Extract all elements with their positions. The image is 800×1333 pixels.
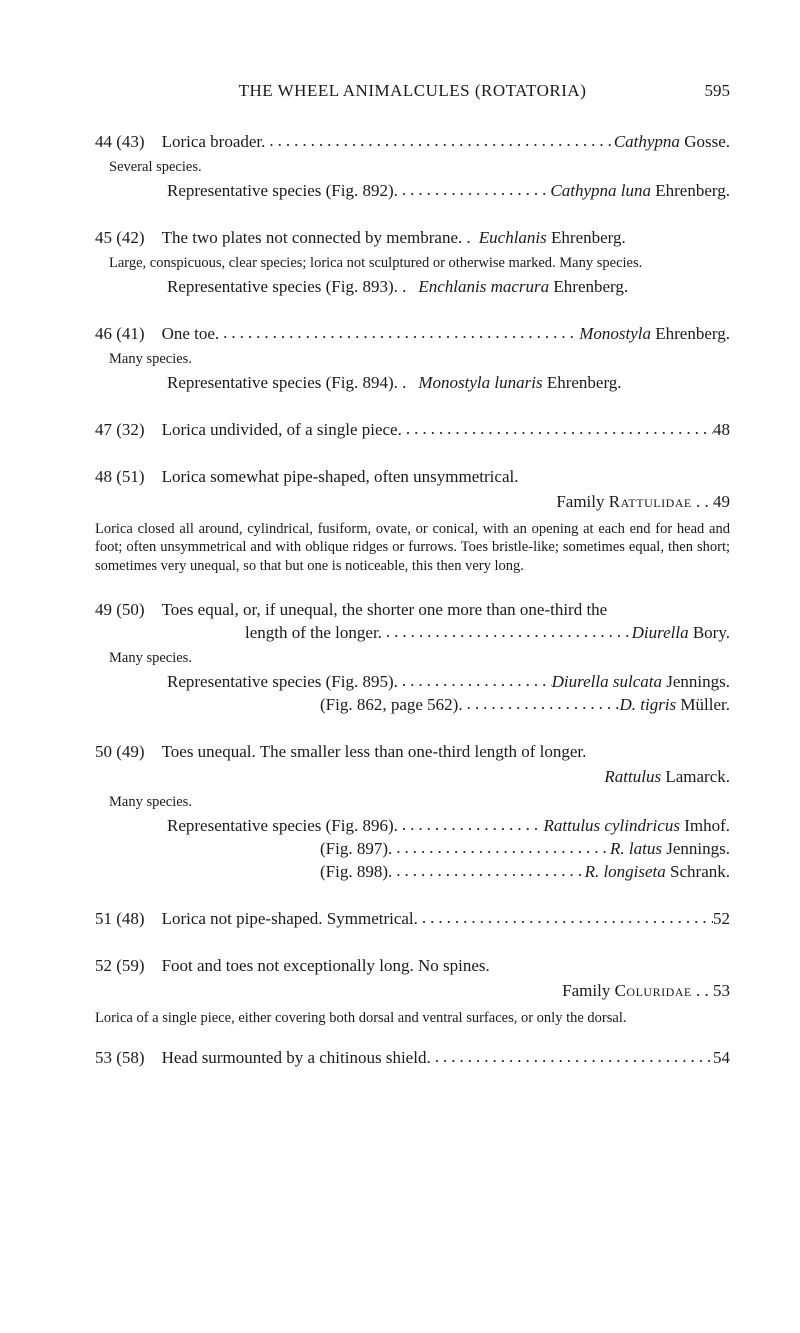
rep-lead: Representative species (Fig. 894). . (167, 372, 406, 395)
entry-44: 44 (43) Lorica broader. Cathypna Gosse. … (95, 131, 730, 203)
leader-dots (418, 907, 713, 930)
entry-lead: 47 (32) Lorica undivided, of a single pi… (95, 419, 402, 442)
leader-dots (398, 179, 551, 202)
leader-dots (265, 130, 613, 153)
entry-53: 53 (58) Head surmounted by a chitinous s… (95, 1047, 730, 1070)
entry-lead: 45 (42) The two plates not connected by … (95, 227, 471, 250)
leader-dots (398, 670, 552, 693)
leader-dots (382, 621, 632, 644)
entry-51: 51 (48) Lorica not pipe-shaped. Symmetri… (95, 908, 730, 931)
entry-lead: 53 (58) Head surmounted by a chitinous s… (95, 1047, 431, 1070)
entry-note: Many species. (109, 350, 730, 368)
leader-dots (392, 837, 610, 860)
entry-lead: 44 (43) Lorica broader. (95, 131, 265, 154)
entry-lead: 46 (41) One toe. (95, 323, 219, 346)
rep-tail: Monostyla lunaris Ehrenberg. (418, 372, 621, 395)
rep-lead: Representative species (Fig. 893). . (167, 276, 406, 299)
rep-lead: (Fig. 898). (320, 861, 392, 884)
leader-dots (463, 693, 620, 716)
entry-tail: 52 (713, 908, 730, 931)
entry-line1: 50 (49) Toes unequal. The smaller less t… (95, 741, 730, 764)
running-head: THE WHEEL ANIMALCULES (ROTATORIA) 595 (95, 80, 730, 103)
entry-tail: 48 (713, 419, 730, 442)
rep-tail: Diurella sulcata Jennings. (552, 671, 730, 694)
running-title: THE WHEEL ANIMALCULES (ROTATORIA) (145, 80, 680, 103)
entry-paragraph: Lorica closed all around, cylindrical, f… (95, 520, 730, 576)
entry-50: 50 (49) Toes unequal. The smaller less t… (95, 741, 730, 884)
entry-tail: Cathypna Gosse. (614, 131, 730, 154)
entry-line1: 52 (59) Foot and toes not exceptionally … (95, 955, 730, 978)
leader-dots (219, 322, 579, 345)
rep-tail: R. longiseta Schrank. (585, 861, 730, 884)
leader-dots (431, 1046, 713, 1069)
entry-note: Large, conspicuous, clear species; loric… (109, 254, 730, 272)
family-line: Family Rattulidae . . 49 (95, 491, 730, 514)
entry-right: Rattulus Lamarck. (95, 766, 730, 789)
entry-52: 52 (59) Foot and toes not exceptionally … (95, 955, 730, 1027)
rep-lead: (Fig. 862, page 562). (320, 694, 463, 717)
entry-tail: 54 (713, 1047, 730, 1070)
rep-lead: Representative species (Fig. 896). (167, 815, 398, 838)
leader-dots (392, 860, 584, 883)
rep-lead: Representative species (Fig. 895). (167, 671, 398, 694)
entry-lead: 48 (51) Lorica somewhat pipe-shaped, oft… (95, 466, 730, 489)
rep-tail: D. tigris Müller. (619, 694, 730, 717)
page: THE WHEEL ANIMALCULES (ROTATORIA) 595 44… (0, 0, 800, 1333)
entry-note: Many species. (109, 793, 730, 811)
entry-47: 47 (32) Lorica undivided, of a single pi… (95, 419, 730, 442)
entry-note: Many species. (109, 649, 730, 667)
entry-lead: 51 (48) Lorica not pipe-shaped. Symmetri… (95, 908, 418, 931)
rep-tail: Rattulus cylindricus Imhof. (543, 815, 730, 838)
rep-tail: R. latus Jennings. (610, 838, 730, 861)
entry-line2-tail: Diurella Bory. (632, 622, 730, 645)
leader-dots (402, 418, 713, 441)
rep-tail: Enchlanis macrura Ehrenberg. (418, 276, 628, 299)
page-number: 595 (680, 80, 730, 103)
rep-lead: (Fig. 897). (320, 838, 392, 861)
family-line: Family Coluridae . . 53 (95, 980, 730, 1003)
entry-49: 49 (50) Toes equal, or, if unequal, the … (95, 599, 730, 717)
rep-tail: Cathypna luna Ehrenberg. (550, 180, 730, 203)
entry-note: Several species. (109, 158, 730, 176)
entry-line1: 49 (50) Toes equal, or, if unequal, the … (95, 599, 730, 622)
entry-tail: Euchlanis Ehrenberg. (479, 227, 626, 250)
leader-dots (398, 814, 544, 837)
entry-tail: Monostyla Ehrenberg. (579, 323, 730, 346)
entry-48: 48 (51) Lorica somewhat pipe-shaped, oft… (95, 466, 730, 576)
entry-45: 45 (42) The two plates not connected by … (95, 227, 730, 299)
rep-lead: Representative species (Fig. 892). (167, 180, 398, 203)
entry-line2-lead: length of the longer. (245, 622, 382, 645)
entry-46: 46 (41) One toe. Monostyla Ehrenberg. Ma… (95, 323, 730, 395)
entry-paragraph: Lorica of a single piece, either coverin… (95, 1009, 730, 1028)
